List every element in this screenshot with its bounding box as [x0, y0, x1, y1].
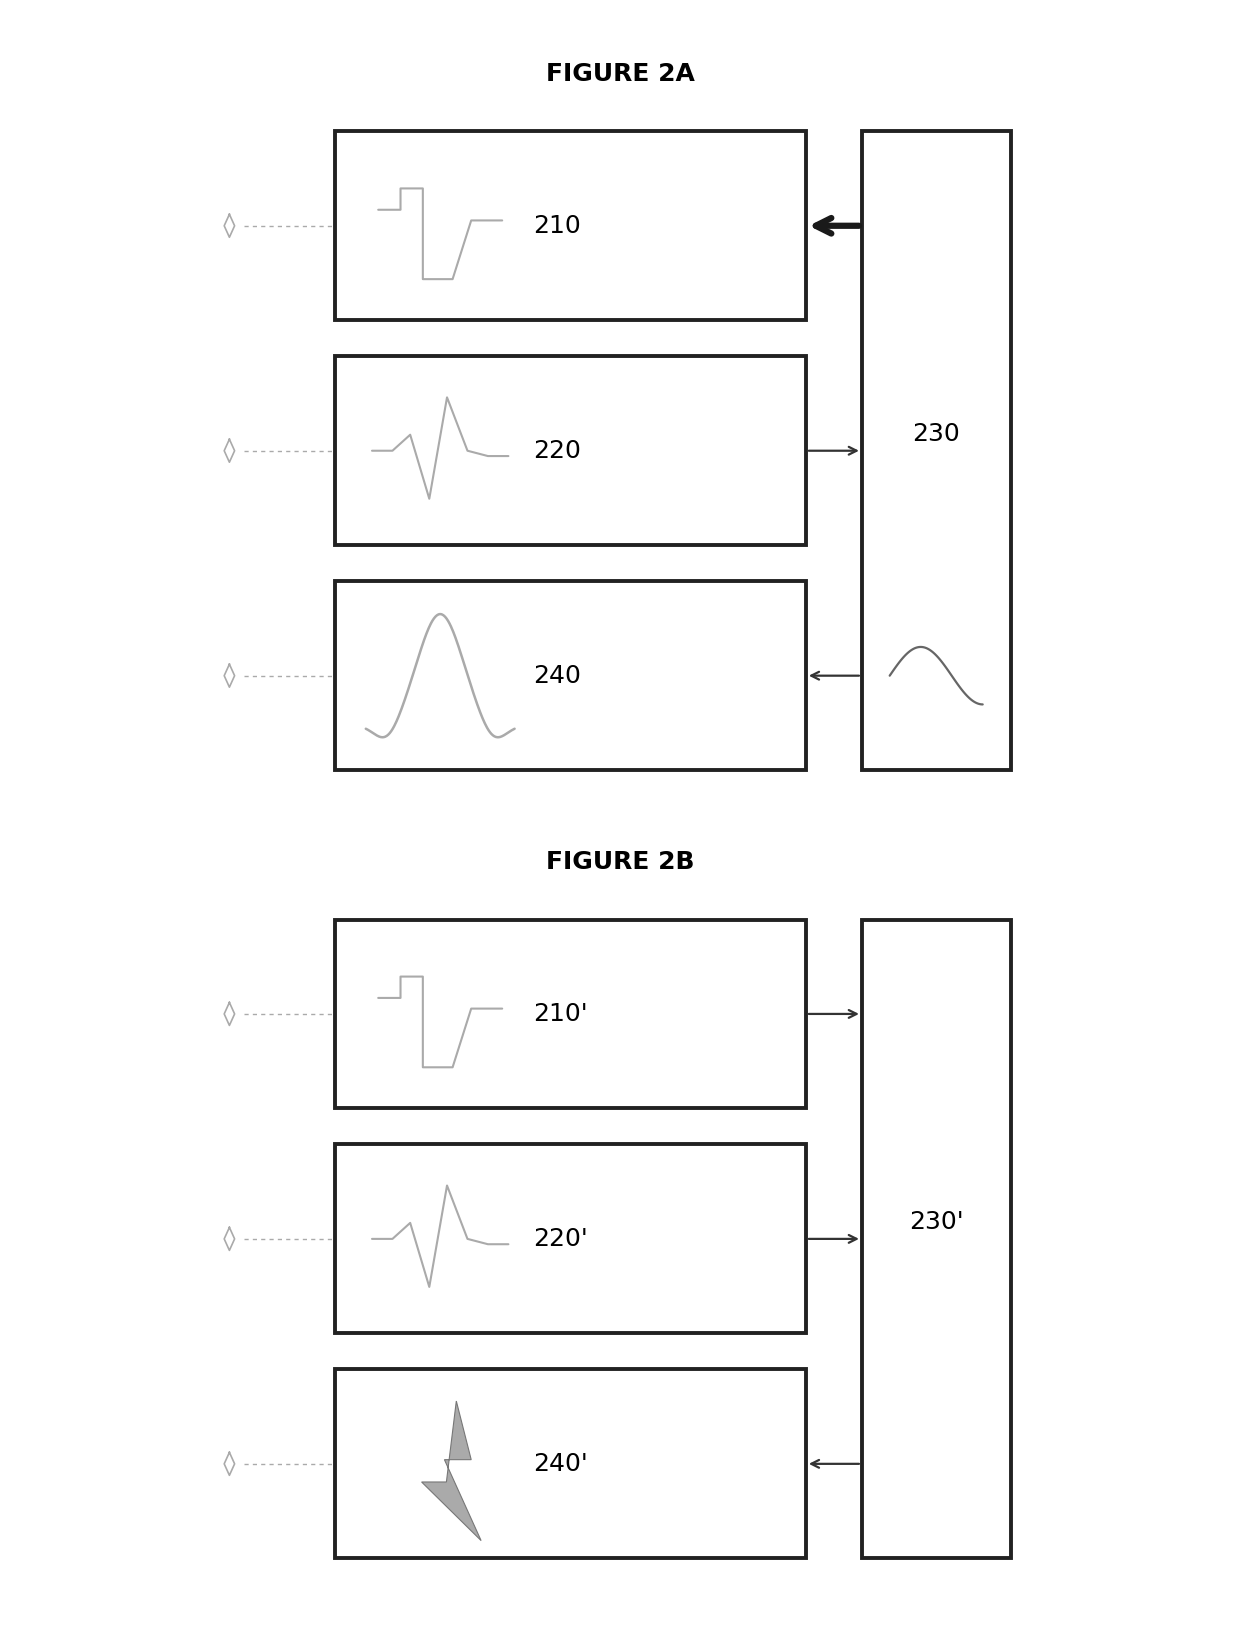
Text: 240: 240 [533, 663, 582, 688]
Text: FIGURE 2B: FIGURE 2B [546, 851, 694, 874]
Text: 210: 210 [533, 213, 582, 238]
Bar [862, 920, 1011, 1558]
Bar [335, 1144, 806, 1333]
Text: 220': 220' [533, 1227, 588, 1251]
Text: 210': 210' [533, 1002, 588, 1026]
Bar [335, 1369, 806, 1558]
Text: 220: 220 [533, 438, 582, 463]
Polygon shape [422, 1401, 481, 1540]
Bar [335, 356, 806, 545]
Text: 230: 230 [913, 422, 960, 447]
Text: 230': 230' [909, 1210, 963, 1235]
Bar [862, 131, 1011, 770]
Bar [335, 920, 806, 1108]
Bar [335, 131, 806, 320]
Text: FIGURE 2A: FIGURE 2A [546, 62, 694, 85]
Bar [335, 581, 806, 770]
Text: 240': 240' [533, 1452, 588, 1476]
